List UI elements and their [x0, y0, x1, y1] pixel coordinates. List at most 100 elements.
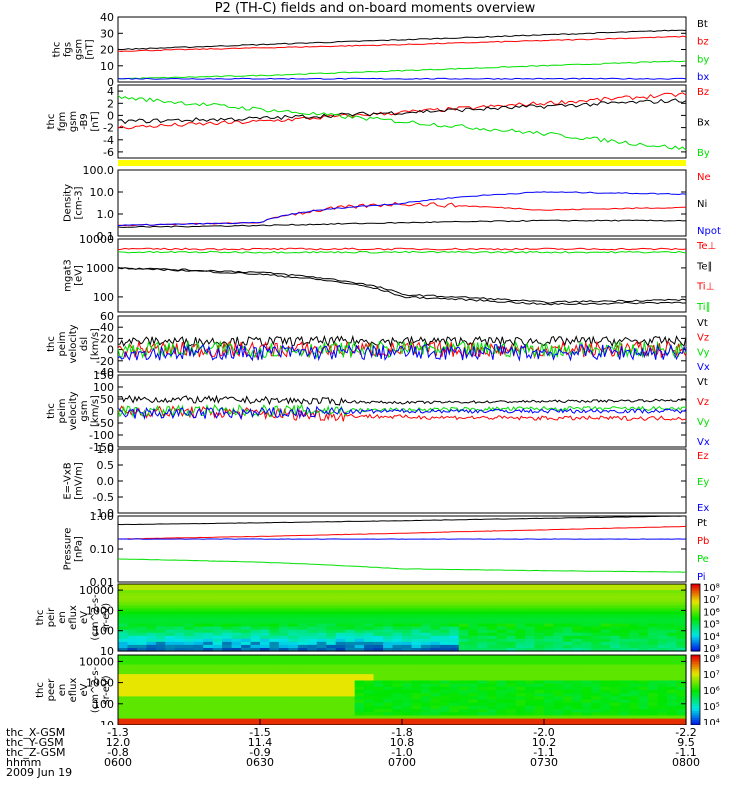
- peir-cell: [449, 599, 460, 603]
- peer-cell: [307, 712, 318, 717]
- peir-cell: [657, 596, 668, 600]
- peim-legend-2: Vy: [697, 347, 710, 358]
- peer-cell: [515, 693, 526, 697]
- peer-cell: [307, 696, 318, 701]
- peer-cell: [212, 699, 223, 704]
- peir-cell: [165, 629, 176, 634]
- peer-cell: [648, 705, 659, 710]
- peer-cell: [553, 718, 564, 723]
- peir-cell: [184, 602, 195, 606]
- peir-cell: [439, 635, 450, 640]
- peir-cell: [581, 629, 592, 634]
- peir-cell: [496, 648, 507, 652]
- peer-cell: [383, 658, 394, 662]
- peir-cell: [212, 632, 223, 637]
- peer-cell: [241, 718, 252, 723]
- peer-cell: [335, 674, 346, 678]
- peer-cell: [496, 690, 507, 694]
- peir-cell: [534, 590, 545, 594]
- peer-cell: [250, 702, 261, 707]
- peer-cell: [610, 721, 621, 725]
- peer-cell: [250, 670, 261, 675]
- peer-cell: [638, 667, 649, 672]
- peer-cell: [402, 655, 413, 659]
- peer-cell: [373, 709, 384, 713]
- peer-cell: [600, 680, 611, 685]
- peir-cell: [515, 605, 526, 609]
- peir-cell: [203, 635, 214, 640]
- peer-cell: [610, 690, 621, 694]
- peir-cell: [420, 611, 431, 615]
- peir-cell: [506, 641, 517, 646]
- peir-cell: [383, 632, 394, 637]
- peir-cell: [212, 620, 223, 625]
- peir-cell: [392, 608, 403, 612]
- peer-cell: [241, 721, 252, 725]
- peer-cell: [373, 683, 384, 688]
- peir-cell: [553, 614, 564, 619]
- peer-colorbar-cell: [691, 699, 700, 703]
- peir-cell: [572, 623, 583, 628]
- peer-cell: [544, 683, 555, 688]
- peir-cell: [648, 648, 659, 652]
- peer-cell: [676, 702, 687, 707]
- peer-cell: [534, 693, 545, 697]
- peer-cell: [222, 705, 233, 710]
- peir-cell: [231, 596, 242, 600]
- peir-cell: [269, 648, 280, 652]
- peir-cell: [184, 596, 195, 600]
- efield-legend-0: Ez: [697, 451, 709, 462]
- peer-cell: [212, 661, 223, 666]
- peir-cell: [364, 584, 375, 588]
- peer-cell: [648, 661, 659, 666]
- peir-cell: [468, 617, 479, 622]
- peer-cell: [544, 655, 555, 659]
- peir-cell: [345, 590, 356, 594]
- peir-cell: [487, 641, 498, 646]
- peer-cell: [562, 670, 573, 675]
- peir-cell: [544, 632, 555, 637]
- peer-cell: [174, 655, 185, 659]
- peir-cell: [250, 602, 261, 606]
- peir-cell: [316, 590, 327, 594]
- peer-cell: [468, 686, 479, 691]
- peer-cell: [449, 686, 460, 691]
- peer-cell: [212, 690, 223, 694]
- temp-legend-0: Te⊥: [696, 241, 716, 252]
- temp-series-Ti⊥: [117, 247, 687, 251]
- peir-cell: [269, 617, 280, 622]
- peer-cell: [335, 721, 346, 725]
- peim-series-Vx: [117, 343, 687, 362]
- peir-cell: [572, 596, 583, 600]
- peer-cell: [222, 655, 233, 659]
- peir-cell: [449, 593, 460, 597]
- peer-cell: [430, 699, 441, 704]
- peir-tick-label: 10: [100, 645, 114, 658]
- peir-cell: [562, 644, 573, 649]
- peir-cell: [297, 599, 308, 603]
- peer-cell: [402, 715, 413, 720]
- peer-cell: [458, 686, 469, 691]
- peer-cell: [373, 702, 384, 707]
- peer-cell: [316, 709, 327, 713]
- peir-cell: [439, 617, 450, 622]
- peer-cell: [392, 658, 403, 662]
- peer-cell: [534, 699, 545, 704]
- peer-cell: [667, 674, 678, 678]
- peer-cell: [468, 721, 479, 725]
- peir-cell: [648, 641, 659, 646]
- peir-cell: [297, 596, 308, 600]
- peir-cell: [364, 608, 375, 612]
- peir-cell: [487, 599, 498, 603]
- peer-cell: [544, 715, 555, 720]
- peir-cell: [222, 599, 233, 603]
- peir-cell: [136, 605, 147, 609]
- peir-cell: [420, 629, 431, 634]
- peer-cell: [411, 686, 422, 691]
- peir-cell: [241, 587, 252, 591]
- peer-cell: [572, 690, 583, 694]
- peir-cell: [402, 614, 413, 619]
- peir-cell: [581, 644, 592, 649]
- peir-cell: [544, 593, 555, 597]
- peir-cell: [648, 587, 659, 591]
